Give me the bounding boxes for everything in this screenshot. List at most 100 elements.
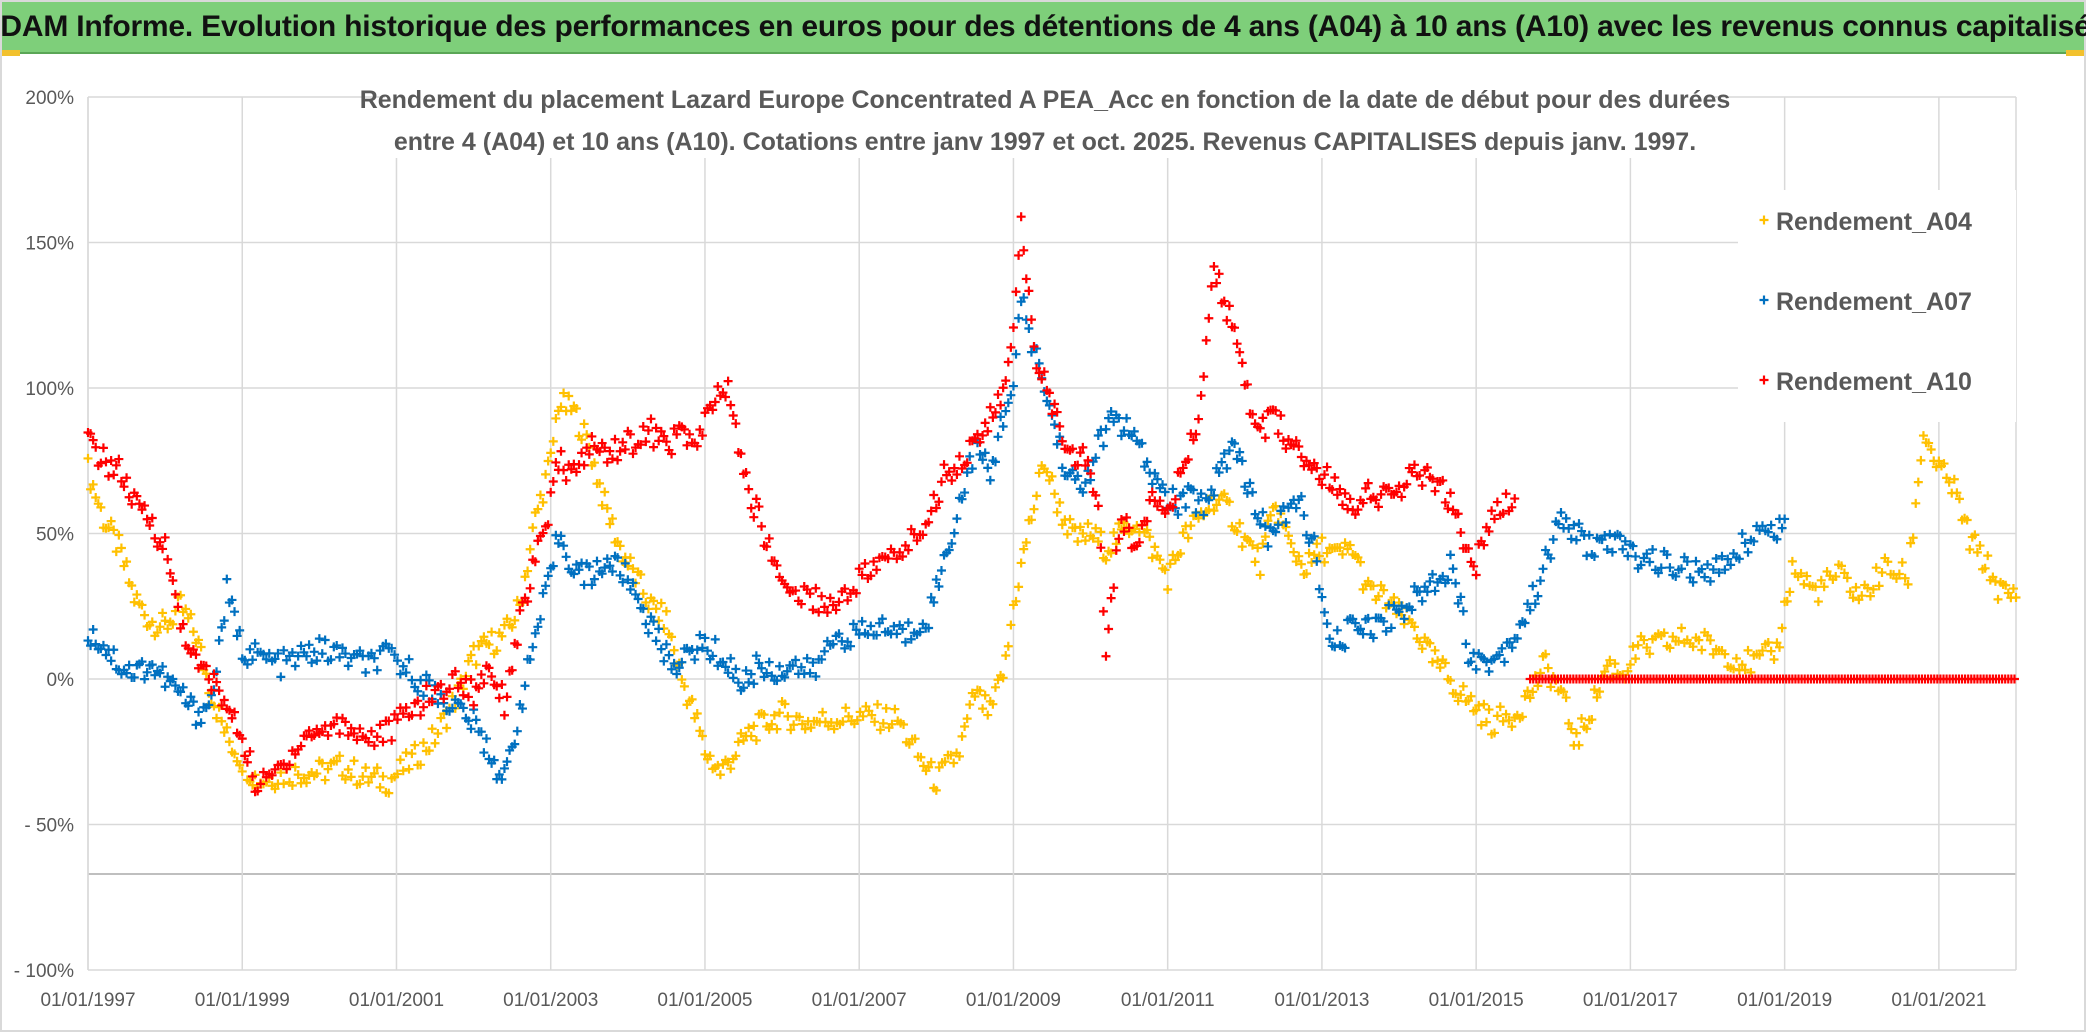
data-point [1335,484,1345,494]
data-point [1332,490,1342,500]
data-point [1047,471,1057,481]
data-point [163,624,173,634]
data-point [1281,518,1291,528]
data-point [649,442,659,452]
data-point [1512,633,1522,643]
data-point [690,655,700,665]
data-point [1237,542,1247,552]
data-point [398,709,408,719]
data-point [235,625,245,635]
data-point [1194,513,1204,523]
data-point [1851,582,1861,592]
data-point [168,619,178,629]
data-point [1001,650,1011,660]
data-point [1260,521,1270,531]
data-point [1970,530,1980,540]
legend-marker [1759,295,1769,305]
data-point [744,484,754,494]
data-point [106,455,116,465]
data-point [1353,505,1363,515]
data-point [825,593,835,603]
data-point [219,616,229,626]
data-point [998,422,1008,432]
data-point [178,682,188,692]
data-point [1799,579,1809,589]
data-point [332,756,342,766]
data-point [1740,665,1750,675]
data-point [840,584,850,594]
data-point [651,423,661,433]
data-point [487,672,497,682]
data-point [1682,557,1692,567]
data-point [1620,536,1630,546]
data-point [1145,532,1155,542]
data-point [1631,551,1641,561]
data-point [168,674,178,684]
x-tick-label: 01/01/2021 [1891,990,1986,1011]
data-point [705,400,715,410]
data-point [1191,508,1201,518]
data-point [851,588,861,598]
data-point [1214,269,1224,279]
data-point [1368,581,1378,591]
data-point [91,493,101,503]
data-point [1975,541,1985,551]
data-point [317,649,327,659]
data-point [290,762,300,772]
data-point [1003,357,1013,367]
data-point [279,645,289,655]
data-point [571,467,581,477]
data-point [1402,479,1412,489]
data-point [484,640,494,650]
data-point [828,600,838,610]
data-point [697,643,707,653]
data-point [918,530,928,540]
data-point [520,681,530,691]
data-point [559,465,569,475]
data-point [445,684,454,694]
data-point [697,731,707,741]
data-point [723,757,733,767]
data-point [818,707,828,717]
data-point [754,658,764,668]
data-point [1091,490,1101,500]
data-point [398,661,408,671]
data-point [222,574,232,584]
data-point [1078,528,1088,538]
data-point [983,426,993,436]
data-point [1358,498,1368,508]
data-point [1415,586,1425,596]
data-point [780,672,790,682]
data-point [623,575,633,585]
data-point [1317,480,1327,490]
data-point [1168,484,1178,494]
x-tick-label: 01/01/2013 [1274,990,1369,1011]
data-point [1737,529,1747,539]
data-point [219,695,229,705]
data-point [1605,655,1615,665]
data-point [463,656,473,666]
data-point [1743,547,1753,557]
data-point [1600,530,1610,540]
data-point [1309,550,1319,560]
data-point [1250,557,1260,567]
data-point [695,425,705,435]
data-point [1954,494,1964,504]
data-point [1631,654,1641,664]
chart-subtitle-line-2: entre 4 (A04) et 10 ans (A10). Cotations… [394,128,1696,156]
data-point [245,644,255,654]
data-point [1302,530,1311,540]
data-point [111,460,121,470]
data-point [384,716,394,726]
data-point [710,397,720,407]
data-point [194,635,204,645]
data-point [1327,485,1337,495]
data-point [1772,638,1782,648]
data-point [1492,497,1502,507]
data-point [1222,463,1232,473]
data-point [1119,426,1129,436]
data-point [463,692,473,702]
data-point [543,571,553,581]
data-point [708,651,718,661]
data-point [889,621,899,631]
